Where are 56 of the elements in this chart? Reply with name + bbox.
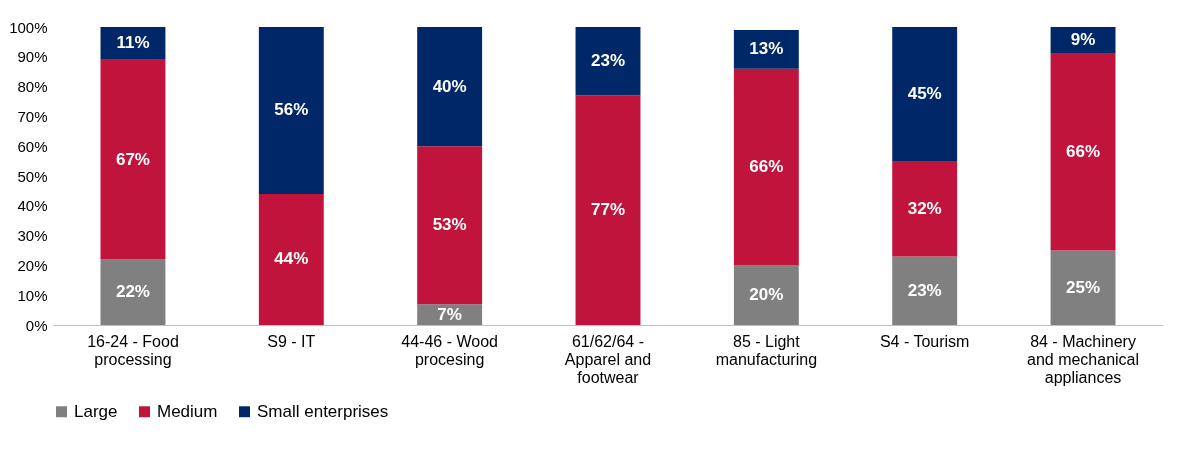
bar bbox=[892, 256, 958, 325]
data-label: 44% bbox=[274, 249, 309, 269]
bar bbox=[733, 265, 799, 325]
data-label: 20% bbox=[749, 285, 784, 305]
bar bbox=[575, 27, 641, 96]
data-label: 66% bbox=[749, 157, 784, 177]
x-tick-label: 85 - Light manufacturing bbox=[715, 332, 818, 368]
bar bbox=[733, 29, 799, 69]
bar bbox=[1050, 250, 1116, 325]
data-label: 45% bbox=[907, 84, 942, 104]
legend-label: Small enterprises bbox=[257, 401, 389, 421]
data-label: 66% bbox=[1066, 142, 1101, 162]
bar bbox=[258, 193, 324, 325]
y-tick-label: 40% bbox=[17, 197, 48, 215]
legend-label: Medium bbox=[157, 401, 218, 421]
bar bbox=[892, 161, 958, 257]
data-label: 77% bbox=[590, 200, 626, 220]
bar bbox=[892, 27, 958, 162]
data-label: 22% bbox=[115, 282, 150, 302]
bar bbox=[417, 27, 483, 147]
x-tick-label: 44-46 - Wood procesing bbox=[401, 332, 498, 368]
data-label: 53% bbox=[432, 215, 467, 235]
data-label: 23% bbox=[907, 280, 942, 300]
data-label: 11% bbox=[116, 33, 150, 53]
data-label: 56% bbox=[274, 100, 309, 120]
bar bbox=[417, 146, 483, 305]
y-tick-label: 10% bbox=[17, 286, 48, 304]
data-label: 67% bbox=[115, 149, 150, 169]
data-label: 25% bbox=[1066, 277, 1101, 297]
bar bbox=[100, 59, 166, 260]
data-label: 23% bbox=[590, 51, 626, 71]
bar bbox=[733, 68, 799, 266]
data-label: 32% bbox=[907, 198, 942, 218]
data-label: 7% bbox=[437, 304, 462, 324]
y-tick-label: 50% bbox=[17, 167, 48, 185]
x-tick-label: S9 - IT bbox=[267, 332, 316, 350]
y-tick-label: 70% bbox=[17, 107, 48, 125]
x-tick-label: 61/62/64 - Apparel and footwear bbox=[564, 332, 652, 386]
y-tick-label: 60% bbox=[17, 137, 48, 155]
y-tick-label: 0% bbox=[25, 316, 48, 334]
bar bbox=[258, 27, 324, 194]
bar bbox=[100, 259, 166, 325]
bar bbox=[1050, 53, 1116, 251]
bar bbox=[575, 95, 641, 325]
y-tick-label: 90% bbox=[17, 48, 48, 66]
data-label: 13% bbox=[749, 39, 784, 59]
y-tick-label: 20% bbox=[17, 256, 48, 274]
y-tick-label: 80% bbox=[17, 78, 48, 96]
data-label: 40% bbox=[432, 76, 467, 96]
y-tick-label: 30% bbox=[17, 227, 48, 245]
legend-label: Large bbox=[74, 401, 118, 421]
x-tick-label: 84 - Machinery and mechanical appliances bbox=[1027, 332, 1140, 386]
x-tick-label: 16-24 - Food processing bbox=[87, 332, 179, 368]
x-tick-label: S4 - Tourism bbox=[879, 332, 970, 350]
data-label: 9% bbox=[1070, 30, 1096, 50]
y-tick-label: 100% bbox=[9, 18, 48, 36]
